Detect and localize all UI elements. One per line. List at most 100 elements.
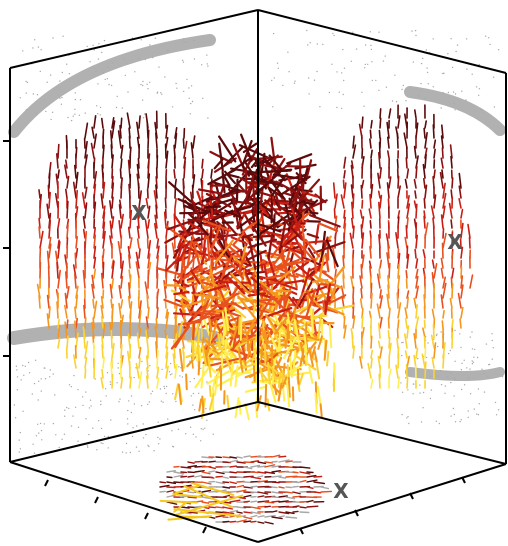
vector-glyph — [378, 373, 381, 389]
vector-glyph — [126, 112, 131, 129]
vector-glyph — [415, 347, 419, 359]
projection-speck — [96, 105, 98, 107]
vector-glyph — [64, 164, 68, 179]
vector-glyph — [313, 491, 322, 494]
vector-glyph — [177, 321, 183, 338]
projection-speck — [39, 422, 42, 425]
vector-glyph — [272, 378, 278, 396]
vector-glyph — [340, 194, 345, 209]
projection-speck — [465, 38, 468, 40]
vector-glyph — [201, 168, 204, 179]
vector-glyph — [190, 207, 203, 216]
vector-glyph — [163, 279, 167, 299]
projection-speck — [456, 44, 459, 46]
projection-speck — [123, 58, 125, 60]
projection-speck — [440, 107, 442, 109]
vector-glyph — [173, 339, 176, 359]
vector-glyph — [236, 511, 243, 514]
vector-glyph — [388, 336, 391, 349]
vector-glyph — [301, 318, 314, 339]
projection-speck — [111, 62, 114, 64]
vector-glyph — [361, 199, 364, 209]
vector-glyph — [244, 255, 252, 267]
vector-glyph — [38, 226, 41, 239]
vector-glyph — [155, 176, 158, 189]
vector-glyph — [277, 372, 282, 389]
vector-glyph — [110, 144, 113, 159]
vector-glyph — [73, 354, 77, 369]
vector-glyph — [413, 178, 417, 189]
vector-glyph — [209, 357, 240, 367]
vector-glyph — [334, 193, 338, 209]
vector-glyph — [111, 117, 115, 129]
vector-glyph — [368, 260, 372, 269]
projection-speck — [206, 63, 208, 65]
vector-glyph — [386, 293, 390, 309]
projection-speck — [72, 115, 74, 117]
projection-speck — [169, 362, 172, 365]
vector-glyph — [208, 476, 215, 479]
projection-speck — [273, 77, 275, 79]
projection-speck — [333, 34, 335, 37]
vector-glyph — [187, 475, 195, 478]
projection-speck — [460, 346, 462, 349]
projection-speck — [49, 376, 51, 378]
vector-glyph — [102, 230, 106, 249]
vector-glyph — [111, 373, 114, 389]
vector-glyph — [292, 495, 302, 498]
projection-speck — [168, 371, 171, 373]
vector-glyph — [215, 475, 224, 478]
vector-glyph — [306, 474, 317, 478]
vector-glyph — [269, 348, 299, 356]
vector-glyph — [433, 342, 437, 359]
projection-speck — [485, 35, 487, 37]
vector-glyph — [301, 267, 311, 296]
projection-speck — [117, 367, 119, 369]
vector-glyph — [214, 239, 234, 264]
projection-speck — [38, 432, 40, 434]
vector-glyph — [102, 211, 106, 229]
vector-glyph — [236, 480, 246, 483]
projection-speck — [64, 409, 66, 411]
vector-glyph — [257, 475, 264, 478]
vector-glyph — [173, 493, 202, 498]
vector-glyph — [413, 200, 417, 209]
projection-speck — [106, 78, 109, 80]
vector-glyph — [377, 322, 381, 339]
projection-speck — [467, 410, 469, 412]
projection-speck — [160, 92, 162, 94]
vector-glyph — [93, 359, 96, 379]
vector-glyph — [136, 121, 140, 139]
vector-glyph — [203, 284, 227, 294]
x-marker-floor: X — [333, 479, 349, 503]
projection-speck — [61, 96, 63, 99]
vector-glyph — [250, 464, 261, 468]
vector-glyph — [250, 506, 261, 510]
projection-speck — [402, 84, 404, 87]
vector-glyph — [406, 245, 409, 259]
vector-glyph — [93, 268, 97, 279]
vector-glyph — [288, 173, 303, 206]
projection-speck — [201, 64, 203, 66]
vector-glyph — [442, 232, 447, 249]
vector-glyph — [93, 256, 97, 269]
vector-glyph — [84, 186, 88, 199]
vector-glyph — [352, 225, 355, 239]
projection-speck — [100, 400, 102, 402]
projection-speck — [200, 440, 202, 442]
projection-speck — [363, 105, 365, 107]
vector-glyph — [303, 332, 308, 353]
vector-glyph — [450, 219, 453, 229]
projection-speck — [167, 418, 169, 420]
projection-speck — [476, 413, 478, 415]
projection-speck — [115, 106, 118, 109]
projection-speck — [68, 384, 71, 386]
vector-glyph — [138, 115, 141, 129]
projection-speck — [181, 376, 184, 378]
projection-speck — [105, 395, 107, 397]
projection-speck — [19, 448, 22, 450]
floor-axis-tick — [354, 509, 359, 517]
vector-glyph — [278, 459, 290, 463]
vector-glyph — [460, 266, 463, 279]
vector-glyph — [368, 310, 372, 319]
